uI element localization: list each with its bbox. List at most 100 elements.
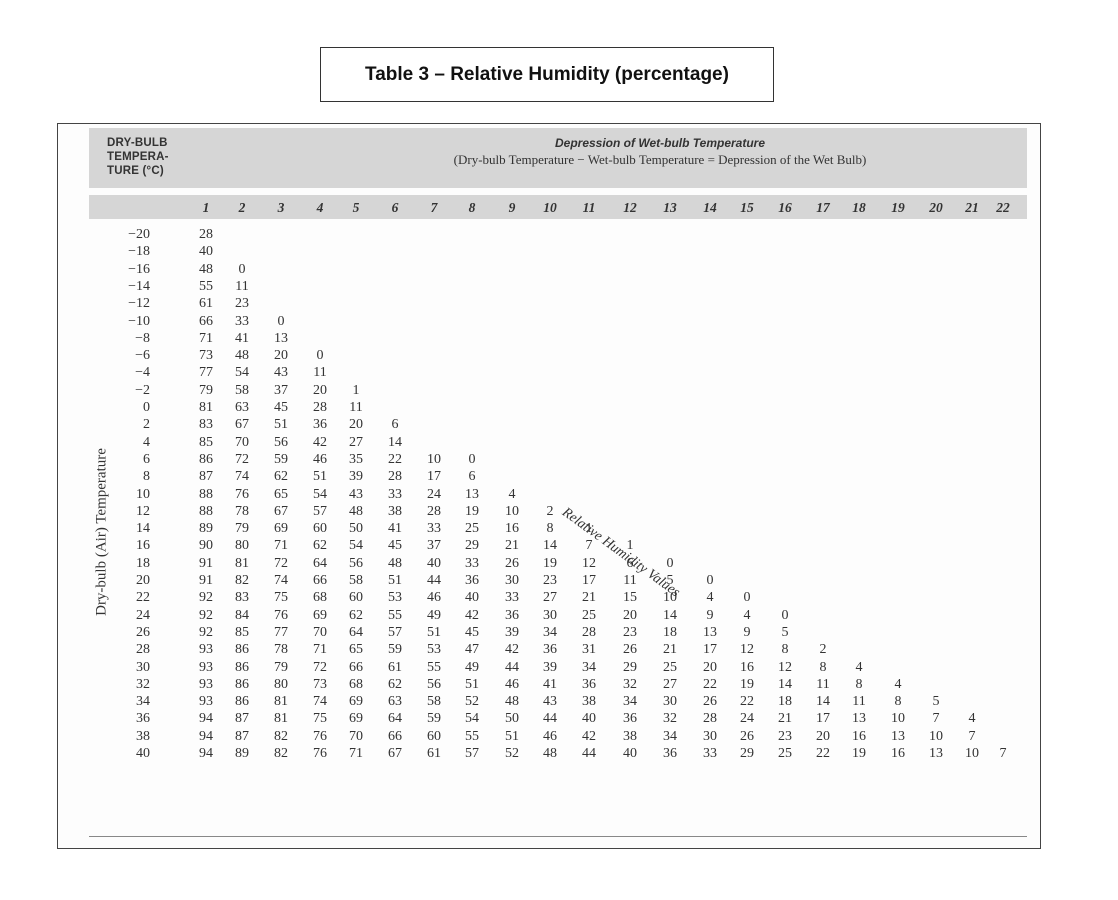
humidity-value: 20 [313,382,327,398]
humidity-value: 81 [274,694,288,710]
humidity-value: 45 [274,400,288,415]
humidity-value: 66 [388,728,402,744]
humidity-value: 67 [235,417,249,433]
humidity-value: 33 [235,313,249,329]
humidity-value: 7 [999,746,1007,761]
humidity-value: 11 [816,676,830,692]
humidity-value: 34 [663,728,677,744]
humidity-value: 7 [585,538,593,554]
humidity-value: 56 [349,555,363,571]
humidity-value: 15 [623,590,637,606]
row-temperature: 30 [136,659,150,675]
row-temperature: −12 [128,296,150,312]
humidity-value: 38 [582,694,596,710]
humidity-value: 22 [740,694,754,710]
humidity-value: 78 [235,503,249,519]
humidity-value: 16 [891,746,905,761]
humidity-value: 92 [199,590,213,606]
humidity-value: 23 [543,573,557,588]
humidity-value: 64 [388,711,402,727]
humidity-value: 69 [349,711,363,727]
row-temperature: 16 [136,538,150,554]
column-number: 6 [391,200,399,215]
humidity-value: 91 [199,555,213,571]
column-number: 3 [277,200,285,215]
humidity-value: 44 [427,573,441,588]
humidity-value: 57 [313,503,327,519]
humidity-value: 81 [274,711,288,727]
humidity-value: 13 [891,728,905,744]
humidity-value: 24 [427,486,441,502]
humidity-value: 88 [199,486,213,502]
row-temperature: −16 [128,261,150,277]
humidity-value: 16 [740,659,754,675]
humidity-value: 94 [199,711,213,727]
row-temperature: −14 [128,278,150,294]
humidity-value: 73 [313,676,327,692]
humidity-value: 36 [582,676,596,692]
humidity-value: 74 [274,573,288,588]
dry-bulb-header: DRY-BULB TEMPERA- TURE (°C) [107,136,169,178]
humidity-value: 63 [235,400,249,415]
column-number: 8 [468,200,476,215]
humidity-value: 75 [274,590,288,606]
humidity-value: 19 [543,555,557,571]
row-temperature: 20 [136,573,150,588]
humidity-value: 92 [199,607,213,623]
humidity-value: 63 [388,694,402,710]
humidity-value: 39 [505,624,519,640]
humidity-value: 26 [740,728,754,744]
humidity-value: 28 [703,711,717,727]
humidity-value: 85 [235,624,249,640]
column-number: 15 [740,200,754,215]
humidity-value: 22 [388,451,402,467]
humidity-value: 48 [199,261,213,277]
row-temperature: 24 [136,607,150,623]
humidity-value: 55 [388,607,402,623]
humidity-value: 86 [235,694,249,710]
humidity-value: 25 [778,746,792,761]
column-number: 17 [816,200,830,215]
humidity-value: 10 [505,503,519,519]
humidity-value: 32 [663,711,677,727]
column-number-band [89,195,1027,219]
humidity-value: 67 [274,503,288,519]
humidity-value: 68 [313,590,327,606]
humidity-value: 80 [235,538,249,554]
humidity-value: 62 [349,607,363,623]
humidity-value: 51 [274,417,288,433]
humidity-value: 28 [313,400,327,415]
row-temperature: 18 [136,555,150,571]
humidity-value: 0 [666,555,674,571]
humidity-value: 36 [663,746,677,761]
column-number: 7 [430,200,438,215]
dry-bulb-header-line: DRY-BULB [107,137,168,149]
humidity-value: 42 [582,728,596,744]
humidity-value: 0 [781,607,789,623]
humidity-value: 39 [349,469,363,485]
column-number: 14 [703,200,717,215]
humidity-value: 46 [313,451,327,467]
humidity-value: 11 [349,400,363,415]
humidity-value: 4 [743,607,751,623]
humidity-value: 66 [349,659,363,675]
humidity-value: 13 [703,624,717,640]
humidity-value: 53 [388,590,402,606]
header-band [89,128,1027,188]
row-temperature: −18 [128,244,150,260]
humidity-value: 36 [623,711,637,727]
humidity-value: 6 [468,469,476,485]
humidity-value: 45 [465,624,479,640]
humidity-value: 28 [199,227,213,242]
humidity-value: 19 [852,746,866,761]
humidity-value: 14 [543,538,557,554]
row-temperature: 12 [136,503,150,519]
column-number: 20 [929,200,943,215]
humidity-value: 2 [546,503,554,519]
dry-bulb-header-line: TEMPERA- [107,151,169,163]
humidity-value: 41 [235,330,249,346]
humidity-value: 48 [505,694,519,710]
humidity-value: 40 [427,555,441,571]
humidity-value: 81 [235,555,249,571]
humidity-value: 93 [199,676,213,692]
